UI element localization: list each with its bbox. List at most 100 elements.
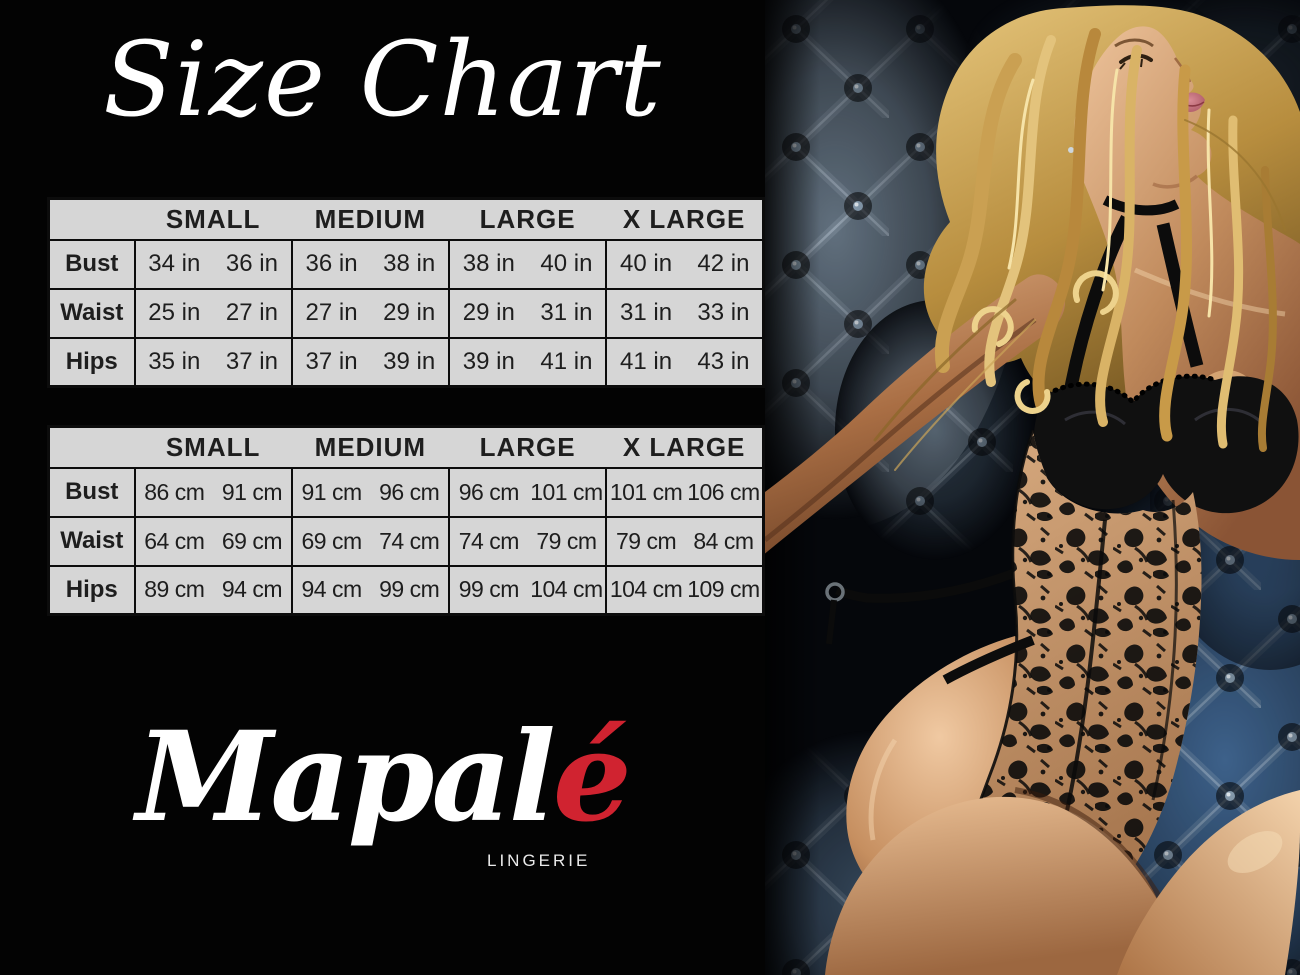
measurement-value: 36 in: [291, 238, 371, 289]
measurement-value: 43 in: [684, 336, 765, 387]
size-column-header: SMALL: [134, 426, 292, 469]
model-photo: [765, 0, 1300, 975]
measurement-value: 99 cm: [449, 564, 528, 615]
thigh-crease-shadow: [1014, 787, 1164, 902]
measurement-label: Bust: [48, 466, 136, 517]
size-table-header-row: SMALL MEDIUM LARGE X LARGE: [48, 198, 764, 241]
measurement-value: 39 in: [370, 336, 450, 387]
measurement-value: 96 cm: [449, 466, 528, 517]
earring: [1068, 147, 1074, 153]
size-table-inches-grid: SMALL MEDIUM LARGE X LARGE Bust: [47, 197, 765, 388]
measurement-value: 34 in: [134, 238, 214, 289]
page-title: Size Chart: [103, 20, 662, 140]
brand-logo-main: Mapal: [136, 705, 556, 850]
measurement-value: 99 cm: [370, 564, 450, 615]
measurement-value: 64 cm: [134, 515, 214, 566]
measurement-value: 106 cm: [684, 466, 765, 517]
measurement-value: 96 cm: [370, 466, 450, 517]
garter-strap-end: [826, 599, 837, 645]
measurement-row: Waist 64 cm 69 cm 69 cm 74 cm 74 cm: [48, 515, 765, 566]
measurement-row: Waist 25 in 27 in 27 in 29 in 29 in: [48, 287, 765, 338]
measurement-value: 69 cm: [291, 515, 371, 566]
knee-highlight: [1227, 830, 1283, 874]
size-table-centimeters: SMALL MEDIUM LARGE X LARGE Bust: [47, 425, 765, 616]
measurement-value: 84 cm: [684, 515, 765, 566]
bodice-seam: [1063, 519, 1107, 821]
measurement-value: 74 cm: [449, 515, 528, 566]
cup-scallop-edge: [1038, 373, 1218, 406]
measurement-value: 79 cm: [527, 515, 608, 566]
garter-strap: [834, 567, 1019, 603]
measurement-label: Bust: [48, 238, 136, 289]
measurement-value: 37 in: [213, 336, 293, 387]
jaw-shadow: [1152, 174, 1199, 189]
measurement-value: 29 in: [449, 287, 528, 338]
measurement-label: Waist: [48, 287, 136, 338]
measurement-value: 69 cm: [213, 515, 293, 566]
measurement-value: 79 cm: [606, 515, 685, 566]
front-thigh: [825, 796, 1175, 975]
size-column-header: MEDIUM: [291, 198, 449, 241]
measurement-value: 104 cm: [527, 564, 608, 615]
bodice-seam-2: [1151, 499, 1178, 801]
measurement-row: Hips 35 in 37 in 37 in 39 in 39 in: [48, 336, 765, 387]
lace-bodice-pattern: [961, 430, 1202, 895]
measurement-row: Bust 86 cm 91 cm 91 cm 96 cm 96 cm: [48, 466, 765, 517]
measurement-label: Hips: [48, 336, 136, 387]
measurement-value: 74 cm: [370, 515, 450, 566]
size-column-header: LARGE: [449, 198, 607, 241]
hair-curl-strokes: [873, 28, 1286, 471]
measurement-value: 37 in: [291, 336, 371, 387]
measurement-value: 94 cm: [291, 564, 371, 615]
measurement-value: 25 in: [134, 287, 214, 338]
size-column-header: MEDIUM: [291, 426, 449, 469]
measurement-value: 38 in: [449, 238, 528, 289]
eyebrow: [1114, 38, 1154, 48]
measurement-value: 29 in: [370, 287, 450, 338]
measurement-value: 33 in: [684, 287, 765, 338]
measurement-row: Bust 34 in 36 in 36 in 38 in 38 in: [48, 238, 765, 289]
measurement-label: Waist: [48, 515, 136, 566]
measurement-value: 42 in: [684, 238, 765, 289]
size-table-header-row: SMALL MEDIUM LARGE X LARGE: [48, 426, 764, 469]
hip-highlight: [868, 738, 898, 841]
measurement-value: 91 cm: [291, 466, 371, 517]
measurement-value: 40 in: [606, 238, 685, 289]
size-table-centimeters-grid: SMALL MEDIUM LARGE X LARGE Bust: [47, 425, 765, 616]
measurement-value: 101 cm: [527, 466, 608, 517]
measurement-value: 39 in: [449, 336, 528, 387]
halter-strap-left: [1062, 214, 1133, 400]
measurement-value: 89 cm: [134, 564, 214, 615]
measurement-value: 86 cm: [134, 466, 214, 517]
measurement-value: 41 in: [527, 336, 608, 387]
measurement-value: 41 in: [606, 336, 685, 387]
corner-cell: [48, 198, 135, 241]
size-column-header: X LARGE: [606, 426, 764, 469]
measurement-value: 40 in: [527, 238, 608, 289]
left-pane: Size Chart SMALL MEDIUM LARGE X LARGE: [0, 20, 765, 870]
brand-logo-accent-letter: é: [552, 705, 632, 850]
size-column-header: SMALL: [134, 198, 292, 241]
brand-tagline: LINGERIE: [487, 851, 591, 870]
measurement-value: 31 in: [527, 287, 608, 338]
measurement-value: 36 in: [213, 238, 293, 289]
size-table-inches: SMALL MEDIUM LARGE X LARGE Bust: [47, 197, 765, 388]
measurement-value: 38 in: [370, 238, 450, 289]
measurement-value: 35 in: [134, 336, 214, 387]
measurement-value: 31 in: [606, 287, 685, 338]
garter-ring: [825, 582, 845, 602]
measurement-value: 101 cm: [606, 466, 685, 517]
measurement-value: 94 cm: [213, 564, 293, 615]
size-column-header: LARGE: [449, 426, 607, 469]
model-figure: [765, 5, 1300, 975]
measurement-value: 27 in: [213, 287, 293, 338]
measurement-label: Hips: [48, 564, 136, 615]
measurement-value: 109 cm: [684, 564, 765, 615]
measurement-value: 27 in: [291, 287, 371, 338]
corner-cell: [48, 426, 135, 469]
size-column-header: X LARGE: [606, 198, 764, 241]
measurement-value: 104 cm: [606, 564, 685, 615]
measurement-value: 91 cm: [213, 466, 293, 517]
brand-logo: Mapalé: [0, 709, 765, 846]
